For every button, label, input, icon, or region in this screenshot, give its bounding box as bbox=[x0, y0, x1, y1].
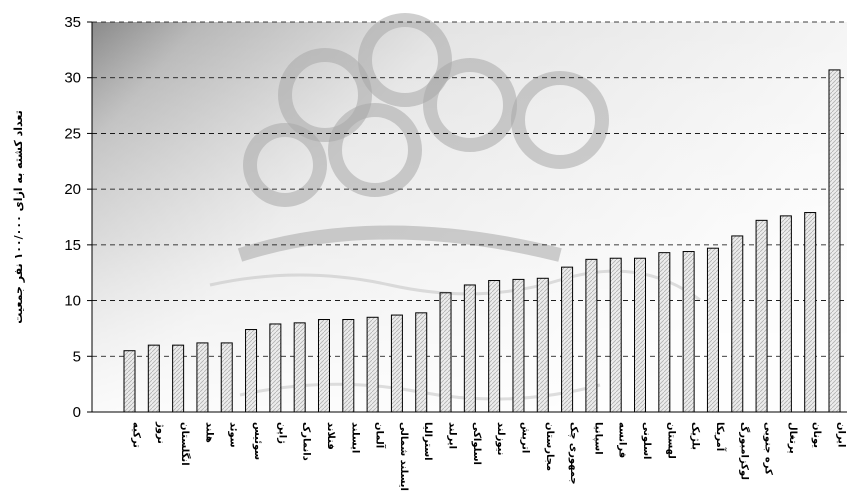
bar bbox=[658, 252, 671, 413]
bar bbox=[561, 266, 574, 413]
bar bbox=[634, 257, 647, 413]
y-axis-ticks: 0 5 10 15 20 25 30 35 bbox=[64, 14, 92, 421]
bar bbox=[196, 342, 209, 413]
x-tick-label: پرتغال bbox=[787, 422, 798, 454]
bar bbox=[828, 69, 841, 413]
x-tick-label: اسلونی bbox=[641, 422, 652, 460]
x-tick-label: انگلستان bbox=[179, 422, 192, 466]
bar bbox=[585, 258, 598, 413]
x-tick-label: ایرلند bbox=[447, 422, 458, 449]
category-labels: ترکیه نروژ انگلستان هلند سوئد سوئیس ژاپن دانمار… bbox=[131, 421, 847, 491]
bar bbox=[609, 257, 622, 413]
x-tick-label: هلند bbox=[203, 422, 214, 443]
bar bbox=[731, 235, 744, 413]
x-tick-label: سوئد bbox=[228, 422, 239, 448]
y-tick-label: 20 bbox=[64, 181, 81, 198]
bar bbox=[293, 322, 306, 413]
x-tick-label: دانمارک bbox=[301, 422, 312, 461]
bar bbox=[755, 219, 768, 413]
bar bbox=[390, 314, 403, 413]
bar bbox=[269, 323, 282, 413]
x-tick-label: ایسلند bbox=[349, 422, 360, 453]
bar bbox=[512, 278, 525, 413]
bar bbox=[536, 277, 549, 413]
bar bbox=[317, 319, 330, 413]
bar bbox=[342, 319, 355, 413]
y-tick-label: 15 bbox=[64, 237, 81, 254]
y-tick-label: 0 bbox=[73, 404, 81, 421]
x-tick-label: فنلاند bbox=[325, 422, 336, 450]
x-tick-label: بلژیک bbox=[690, 422, 701, 450]
bars bbox=[123, 69, 841, 413]
x-tick-label: یونان bbox=[811, 422, 822, 448]
y-axis-label: تعداد کشته به ازای ۱۰۰/۰۰۰ نفر جمعیت bbox=[12, 110, 25, 323]
y-tick-label: 25 bbox=[64, 125, 81, 142]
y-tick-label: 30 bbox=[64, 70, 81, 87]
x-tick-label: استرالیا bbox=[422, 422, 433, 461]
x-tick-label: لوکزامبورگ bbox=[738, 422, 751, 480]
bar bbox=[488, 280, 501, 413]
bar bbox=[706, 247, 719, 413]
bar bbox=[220, 342, 233, 413]
x-tick-label: ایسلند شمالی bbox=[398, 422, 409, 491]
bar bbox=[439, 292, 452, 413]
x-tick-label: مجارستان bbox=[544, 422, 555, 471]
x-tick-label: اسپانیا bbox=[592, 422, 603, 455]
bar bbox=[804, 212, 817, 413]
plot-background bbox=[92, 13, 847, 412]
bar bbox=[245, 329, 258, 413]
x-tick-label: آلمان bbox=[374, 422, 387, 449]
y-tick-label: 10 bbox=[64, 293, 81, 310]
x-tick-label: نیوزلند bbox=[495, 422, 506, 455]
x-tick-label: ترکیه bbox=[131, 422, 142, 448]
x-tick-label: ایران bbox=[836, 422, 847, 447]
y-tick-label: 5 bbox=[73, 348, 81, 365]
bar bbox=[463, 284, 476, 413]
x-tick-label: اتریش bbox=[519, 422, 530, 453]
x-tick-label: ژاپن bbox=[276, 422, 287, 444]
bar bbox=[366, 316, 379, 413]
bar bbox=[682, 251, 695, 413]
bar bbox=[147, 344, 160, 413]
x-tick-label: لهستان bbox=[665, 422, 676, 459]
x-tick-label: اسلواکی bbox=[471, 422, 482, 465]
y-tick-label: 35 bbox=[64, 14, 81, 31]
x-tick-label: فرانسه bbox=[617, 422, 628, 458]
x-tick-label: نروژ bbox=[155, 421, 166, 444]
bar bbox=[172, 344, 185, 413]
bar bbox=[415, 312, 428, 413]
x-tick-label: آمریکا bbox=[714, 422, 727, 452]
bar bbox=[123, 350, 136, 413]
bar bbox=[779, 215, 792, 413]
x-tick-label: سوئیس bbox=[252, 422, 263, 460]
x-tick-label: جمهوری چک bbox=[568, 422, 579, 485]
x-tick-label: کره جنوبی bbox=[763, 422, 774, 475]
